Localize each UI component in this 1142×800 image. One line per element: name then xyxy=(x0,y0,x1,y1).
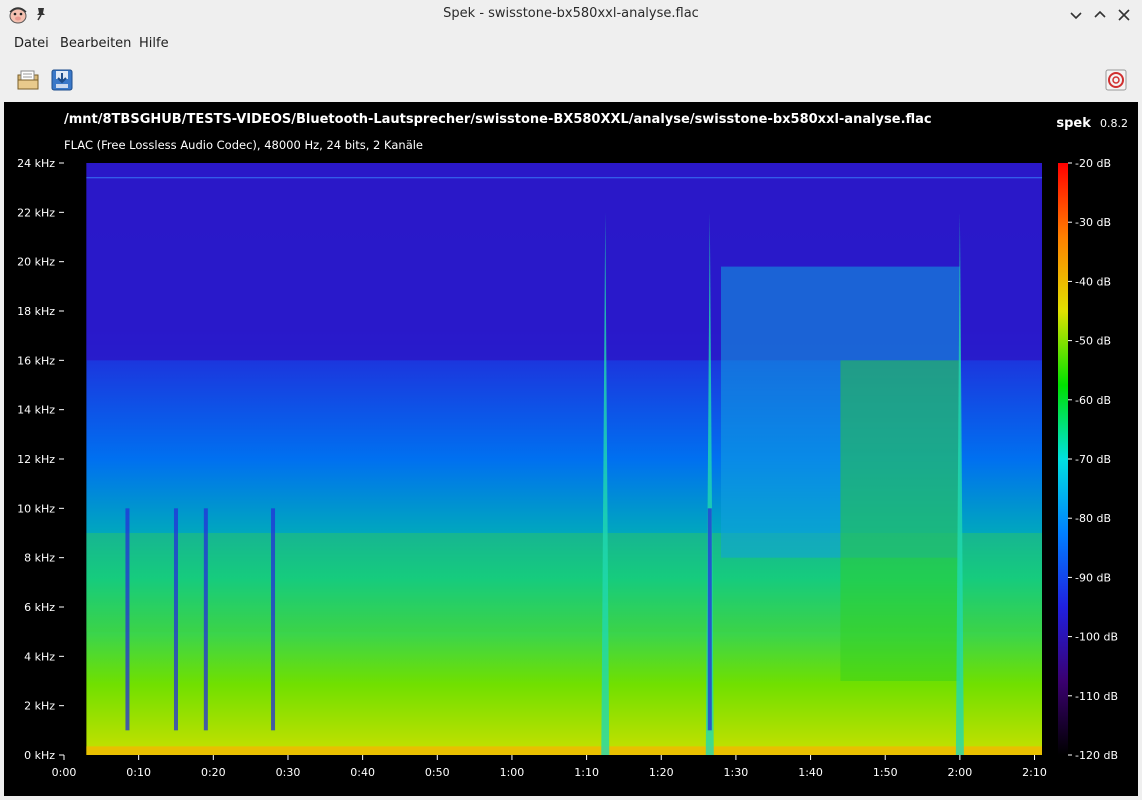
y-tick-label: 4 kHz xyxy=(24,650,55,663)
colorbar-label: -60 dB xyxy=(1075,394,1111,407)
file-info: FLAC (Free Lossless Audio Codec), 48000 … xyxy=(64,138,424,152)
spectrogram-chart: 0 kHz 2 kHz 4 kHz 6 kHz 8 kHz 10 kHz 12 kHz 14 … xyxy=(17,157,1118,779)
y-tick-label: 0 kHz xyxy=(24,749,55,762)
colorbar-label: -80 dB xyxy=(1075,512,1111,525)
brand-version: 0.8.2 xyxy=(1100,117,1128,130)
colorbar-scale xyxy=(1058,163,1068,755)
y-tick-label: 20 kHz xyxy=(17,256,55,269)
pin-icon[interactable] xyxy=(34,6,48,22)
x-tick-label: 0:30 xyxy=(276,766,301,779)
low-frequency-strip xyxy=(86,746,1042,755)
colorbar-label: -120 dB xyxy=(1075,749,1118,762)
close-icon[interactable] xyxy=(1114,5,1134,25)
spectral-spike xyxy=(955,212,964,755)
wide-band-section xyxy=(720,266,960,558)
brand: spek 0.8.2 xyxy=(1056,112,1128,131)
brand-name: spek xyxy=(1056,116,1091,131)
minimize-icon[interactable] xyxy=(1066,5,1086,25)
x-tick-label: 1:30 xyxy=(724,766,749,779)
x-tick-label: 2:10 xyxy=(1022,766,1047,779)
x-tick-label: 1:10 xyxy=(574,766,599,779)
colorbar-label: -100 dB xyxy=(1075,631,1118,644)
y-tick-label: 24 kHz xyxy=(17,157,55,170)
y-tick-label: 16 kHz xyxy=(17,354,55,367)
menu-hilfe[interactable]: Hilfe xyxy=(139,36,169,51)
quiet-gap xyxy=(271,508,276,731)
y-tick-label: 14 kHz xyxy=(17,404,55,417)
y-tick-label: 8 kHz xyxy=(24,552,55,565)
x-tick-label: 1:40 xyxy=(798,766,823,779)
colorbar-label: -50 dB xyxy=(1075,335,1111,348)
x-tick-label: 0:40 xyxy=(350,766,375,779)
spectrogram-panel: /mnt/8TBSGHUB/TESTS-VIDEOS/Bluetooth-Lau… xyxy=(4,102,1138,796)
help-icon[interactable] xyxy=(1104,68,1128,92)
x-tick-label: 0:20 xyxy=(201,766,226,779)
file-path: /mnt/8TBSGHUB/TESTS-VIDEOS/Bluetooth-Lau… xyxy=(64,112,932,127)
save-icon[interactable] xyxy=(50,68,74,92)
y-tick-label: 12 kHz xyxy=(17,453,55,466)
loud-section xyxy=(840,360,960,681)
colorbar-label: -20 dB xyxy=(1075,157,1111,170)
quiet-gap xyxy=(125,508,130,731)
y-tick-label: 6 kHz xyxy=(24,601,55,614)
colorbar-label: -40 dB xyxy=(1075,275,1111,288)
menu-datei[interactable]: Datei xyxy=(14,36,49,51)
x-tick-label: 1:20 xyxy=(649,766,674,779)
maximize-icon[interactable] xyxy=(1090,5,1110,25)
open-file-icon[interactable] xyxy=(16,68,40,92)
quiet-gap xyxy=(707,508,712,731)
x-tick-label: 1:00 xyxy=(500,766,525,779)
spek-pig-icon[interactable] xyxy=(8,5,28,25)
quiet-gap xyxy=(203,508,208,731)
x-tick-label: 2:00 xyxy=(948,766,973,779)
toolbar xyxy=(0,58,1142,100)
x-tick-label: 0:10 xyxy=(126,766,151,779)
title-bar: Spek - swisstone-bx580xxl-analyse.flac xyxy=(0,0,1142,30)
menu-bar: Datei Bearbeiten Hilfe xyxy=(0,30,1142,56)
y-tick-label: 18 kHz xyxy=(17,305,55,318)
colorbar-label: -30 dB xyxy=(1075,216,1111,229)
colorbar-label: -90 dB xyxy=(1075,571,1111,584)
x-tick-label: 0:00 xyxy=(52,766,77,779)
x-tick-label: 0:50 xyxy=(425,766,450,779)
window-title: Spek - swisstone-bx580xxl-analyse.flac xyxy=(443,6,699,21)
y-tick-label: 2 kHz xyxy=(24,700,55,713)
y-tick-label: 22 kHz xyxy=(17,206,55,219)
quiet-gap xyxy=(173,508,178,731)
spectral-spike xyxy=(601,212,610,755)
colorbar-label: -70 dB xyxy=(1075,453,1111,466)
x-tick-label: 1:50 xyxy=(873,766,898,779)
y-tick-label: 10 kHz xyxy=(17,502,55,515)
colorbar-label: -110 dB xyxy=(1075,690,1118,703)
menu-bearbeiten[interactable]: Bearbeiten xyxy=(60,36,132,51)
